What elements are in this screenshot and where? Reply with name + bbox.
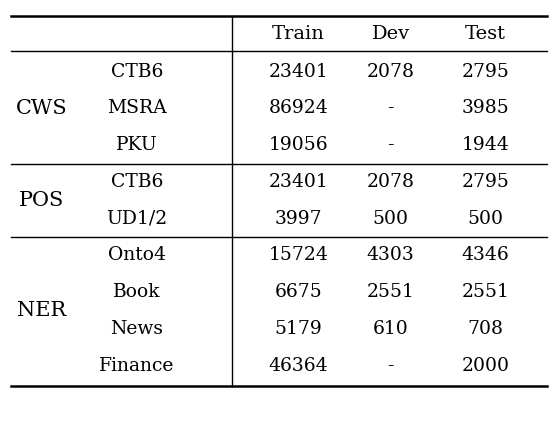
Text: 2551: 2551 <box>367 283 415 301</box>
Text: CWS: CWS <box>16 99 68 118</box>
Text: 4303: 4303 <box>367 246 415 264</box>
Text: NER: NER <box>17 301 66 320</box>
Text: -: - <box>387 136 394 154</box>
Text: 2078: 2078 <box>367 63 415 81</box>
Text: 2795: 2795 <box>461 63 509 81</box>
Text: 86924: 86924 <box>268 99 329 117</box>
Text: 500: 500 <box>468 210 503 228</box>
Text: 6675: 6675 <box>275 283 323 301</box>
Text: 15724: 15724 <box>268 246 329 264</box>
Text: 610: 610 <box>373 320 408 338</box>
Text: Book: Book <box>113 283 161 301</box>
Text: 23401: 23401 <box>268 173 329 191</box>
Text: 19056: 19056 <box>269 136 328 154</box>
Text: 4346: 4346 <box>461 246 509 264</box>
Text: 2078: 2078 <box>367 173 415 191</box>
Text: -: - <box>387 99 394 117</box>
Text: POS: POS <box>19 191 65 210</box>
Text: -: - <box>387 357 394 375</box>
Text: 708: 708 <box>468 320 503 338</box>
Text: PKU: PKU <box>116 136 157 154</box>
Text: Train: Train <box>272 25 325 43</box>
Text: Test: Test <box>465 25 506 43</box>
Text: CTB6: CTB6 <box>110 173 163 191</box>
Text: Finance: Finance <box>99 357 175 375</box>
Text: Onto4: Onto4 <box>108 246 166 264</box>
Text: 2551: 2551 <box>461 283 509 301</box>
Text: 3985: 3985 <box>461 99 509 117</box>
Text: News: News <box>110 320 163 338</box>
Text: 500: 500 <box>373 210 408 228</box>
Text: 1944: 1944 <box>461 136 509 154</box>
Text: Dev: Dev <box>372 25 410 43</box>
Text: CTB6: CTB6 <box>110 63 163 81</box>
Text: 2000: 2000 <box>461 357 509 375</box>
Text: 2795: 2795 <box>461 173 509 191</box>
Text: 23401: 23401 <box>268 63 329 81</box>
Text: 5179: 5179 <box>275 320 323 338</box>
Text: MSRA: MSRA <box>107 99 166 117</box>
Text: UD1/2: UD1/2 <box>106 210 167 228</box>
Text: 3997: 3997 <box>275 210 323 228</box>
Text: 46364: 46364 <box>269 357 328 375</box>
